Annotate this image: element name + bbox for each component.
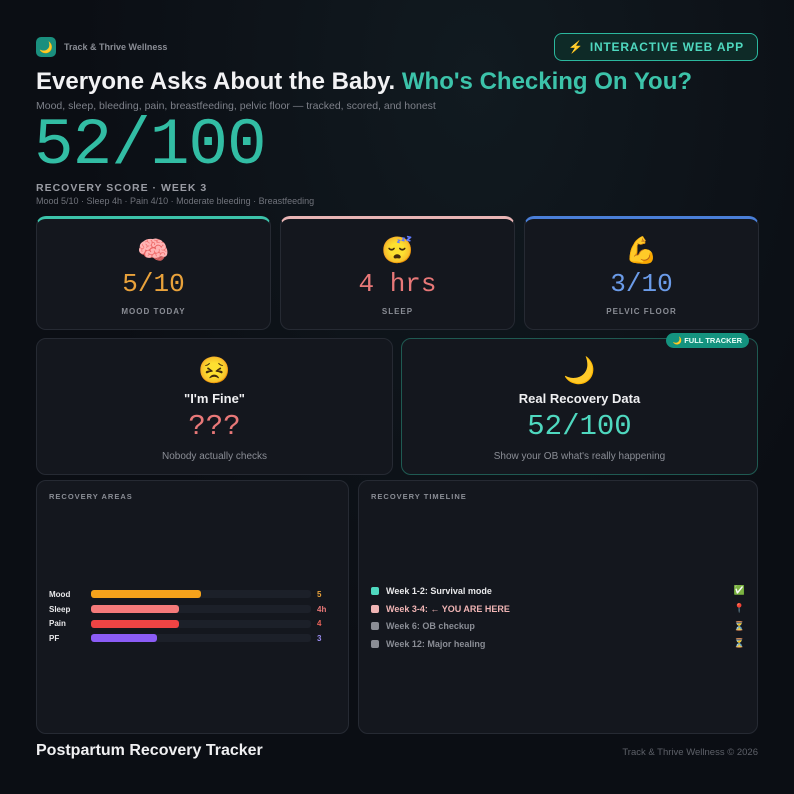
real-data-card[interactable]: 🌙 FULL TRACKER 🌙 Real Recovery Data 52/1…	[401, 333, 758, 475]
recovery-timeline-panel: RECOVERY TIMELINE Week 1-2: Survival mod…	[358, 480, 758, 734]
bar-fill	[91, 634, 157, 643]
card-subtitle: Nobody actually checks	[161, 451, 268, 462]
timeline-label: Week 12: Major healing	[386, 638, 486, 649]
title-accent: Who's Checking On You?	[401, 68, 693, 95]
bar-row: PF 3	[49, 631, 336, 646]
sleeping-face-icon: 😴	[381, 235, 414, 265]
stat-value: 4 hrs	[358, 269, 437, 299]
stat-label: SLEEP	[381, 307, 414, 316]
footer-title: Postpartum Recovery Tracker	[36, 742, 263, 759]
status-dot	[371, 604, 379, 613]
stat-card-pelvic-floor: 💪 3/10 PELVIC FLOOR	[524, 216, 759, 330]
moon-icon: 🌙	[563, 355, 596, 385]
timeline-item: Week 12: Major healing ⏳	[371, 635, 745, 653]
score-detail: Mood 5/10 · Sleep 4h · Pain 4/10 · Moder…	[36, 196, 315, 206]
flexed-bicep-icon: 💪	[625, 235, 658, 265]
card-value: 52/100	[527, 410, 632, 443]
status-dot	[371, 622, 379, 631]
brand-name: Track & Thrive Wellness	[64, 42, 168, 52]
bar-label: Pain	[49, 619, 66, 629]
timeline-label: Week 3-4: ← YOU ARE HERE	[386, 603, 510, 614]
bar-label: Mood	[49, 589, 71, 599]
card-subtitle: Show your OB what's really happening	[493, 451, 666, 462]
bar-fill	[91, 619, 179, 628]
bar-value: 5	[317, 589, 322, 599]
score-label: RECOVERY SCORE · WEEK 3	[36, 182, 208, 194]
title-main: Everyone Asks About the Baby.	[36, 68, 396, 95]
brain-icon: 🧠	[137, 235, 170, 265]
panel-title: RECOVERY TIMELINE	[371, 492, 467, 501]
recovery-score: 52/100	[34, 108, 267, 183]
hourglass-icon: ⏳	[733, 638, 745, 649]
bar-fill	[91, 605, 179, 614]
interactive-web-app-button[interactable]: ⚡ INTERACTIVE WEB APP	[554, 33, 758, 61]
status-dot	[371, 639, 379, 648]
copyright: Track & Thrive Wellness © 2026	[622, 747, 758, 758]
timeline-item: Week 6: OB checkup ⏳	[371, 617, 745, 635]
stat-label: MOOD TODAY	[121, 307, 186, 316]
card-value: ???	[188, 410, 241, 443]
bar-track	[91, 590, 311, 599]
timeline-label: Week 1-2: Survival mode	[386, 585, 492, 596]
bar-row: Mood 5	[49, 587, 336, 602]
full-tracker-badge[interactable]: 🌙 FULL TRACKER	[665, 333, 749, 348]
bar-track	[91, 619, 311, 628]
status-dot	[371, 586, 379, 595]
pin-icon: 📍	[733, 603, 745, 614]
bar-row: Sleep 4h	[49, 602, 336, 617]
lightning-icon: ⚡	[568, 40, 584, 54]
brand: 🌙 Track & Thrive Wellness	[36, 37, 167, 57]
stat-card-sleep: 😴 4 hrs SLEEP	[280, 216, 515, 330]
timeline-item: Week 3-4: ← YOU ARE HERE 📍	[371, 600, 745, 618]
bar-track	[91, 605, 311, 614]
persevering-face-icon: 😣	[198, 355, 231, 385]
stat-card-mood-today: 🧠 5/10 MOOD TODAY	[36, 216, 271, 330]
stat-value: 3/10	[610, 269, 673, 299]
page-title: Everyone Asks About the Baby. Who's Chec…	[36, 68, 692, 96]
bar-value: 3	[317, 633, 322, 643]
hourglass-icon: ⏳	[733, 620, 745, 631]
stat-value: 5/10	[122, 269, 185, 299]
bar-value: 4h	[317, 604, 327, 614]
bar-label: Sleep	[49, 604, 71, 614]
panel-title: RECOVERY AREAS	[49, 492, 133, 501]
bar-label: PF	[49, 633, 60, 643]
card-title: "I'm Fine"	[184, 391, 245, 406]
moon-icon: 🌙	[36, 37, 56, 57]
subtitle: Mood, sleep, bleeding, pain, breastfeedi…	[36, 100, 436, 112]
card-title: Real Recovery Data	[518, 391, 641, 406]
cta-label: INTERACTIVE WEB APP	[589, 40, 744, 54]
timeline-label: Week 6: OB checkup	[386, 621, 475, 632]
im-fine-card: 😣 "I'm Fine" ??? Nobody actually checks	[36, 338, 393, 475]
stat-label: PELVIC FLOOR	[606, 307, 677, 316]
timeline-item: Week 1-2: Survival mode ✅	[371, 582, 745, 600]
bar-row: Pain 4	[49, 616, 336, 631]
recovery-areas-panel: RECOVERY AREAS Mood 5 Sleep 4h Pain 4 PF 3	[36, 480, 349, 734]
bar-track	[91, 634, 311, 643]
bar-value: 4	[317, 619, 322, 629]
bar-fill	[91, 590, 201, 599]
check-icon: ✅	[733, 585, 745, 596]
